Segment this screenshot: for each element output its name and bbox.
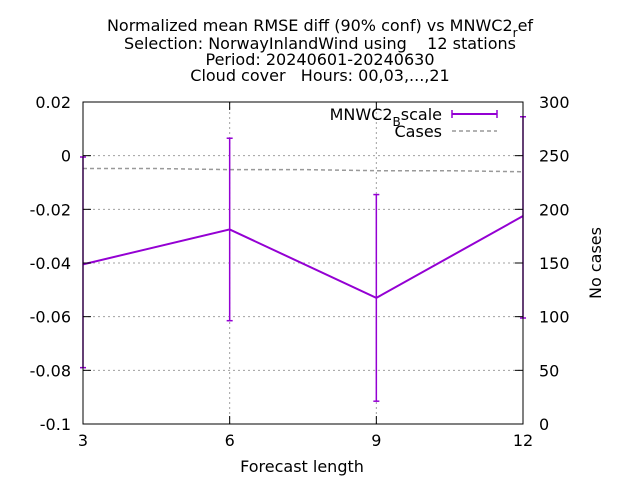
x-tick-label: 12 [513, 431, 533, 450]
y2-axis-label: No cases [586, 227, 605, 299]
y2-tick-label: 0 [539, 415, 549, 434]
x-tick-label: 9 [371, 431, 381, 450]
y-tick-label: -0.02 [30, 200, 71, 219]
y-tick-label: -0.04 [30, 254, 71, 273]
legend-suffix: scale [401, 105, 442, 124]
y2-tick-label: 300 [539, 93, 570, 112]
rmse-series [80, 116, 526, 402]
axis-ticks: 0.02 0 -0.02 -0.04 -0.06 -0.08 -0.1 3 6 9 12 300 250… [30, 93, 570, 450]
rmse-line [82, 215, 524, 300]
y2-tick-label: 250 [539, 147, 570, 166]
chart-title: Normalized mean RMSE diff (90% conf) vs … [107, 16, 533, 85]
title-suffix: ef [518, 16, 534, 35]
title-line-2: Selection: NorwayInlandWind using 12 sta… [124, 34, 516, 53]
cases-line [83, 167, 524, 173]
legend-subscript: B [393, 115, 401, 129]
title-subscript: r [513, 26, 518, 40]
y2-tick-label: 100 [539, 308, 570, 327]
y-tick-label: -0.06 [30, 308, 71, 327]
y-tick-label: -0.1 [40, 415, 71, 434]
x-tick-label: 3 [78, 431, 88, 450]
title-line-3: Period: 20240601-20240630 [205, 50, 434, 69]
y2-tick-label: 150 [539, 254, 570, 273]
y2-tick-label: 50 [539, 361, 559, 380]
x-tick-label: 6 [225, 431, 235, 450]
x-axis-label: Forecast length [240, 457, 364, 476]
y-tick-label: 0 [61, 147, 71, 166]
y-tick-label: 0.02 [35, 93, 71, 112]
title-line-4: Cloud cover Hours: 00,03,...,21 [190, 66, 449, 85]
legend-sample-rmse [451, 110, 498, 118]
y2-tick-label: 200 [539, 200, 570, 219]
legend-label-cases: Cases [395, 122, 443, 141]
y-tick-label: -0.08 [30, 361, 71, 380]
legend: MNWC2Bscale Cases [330, 105, 498, 141]
cases-series [83, 167, 524, 173]
